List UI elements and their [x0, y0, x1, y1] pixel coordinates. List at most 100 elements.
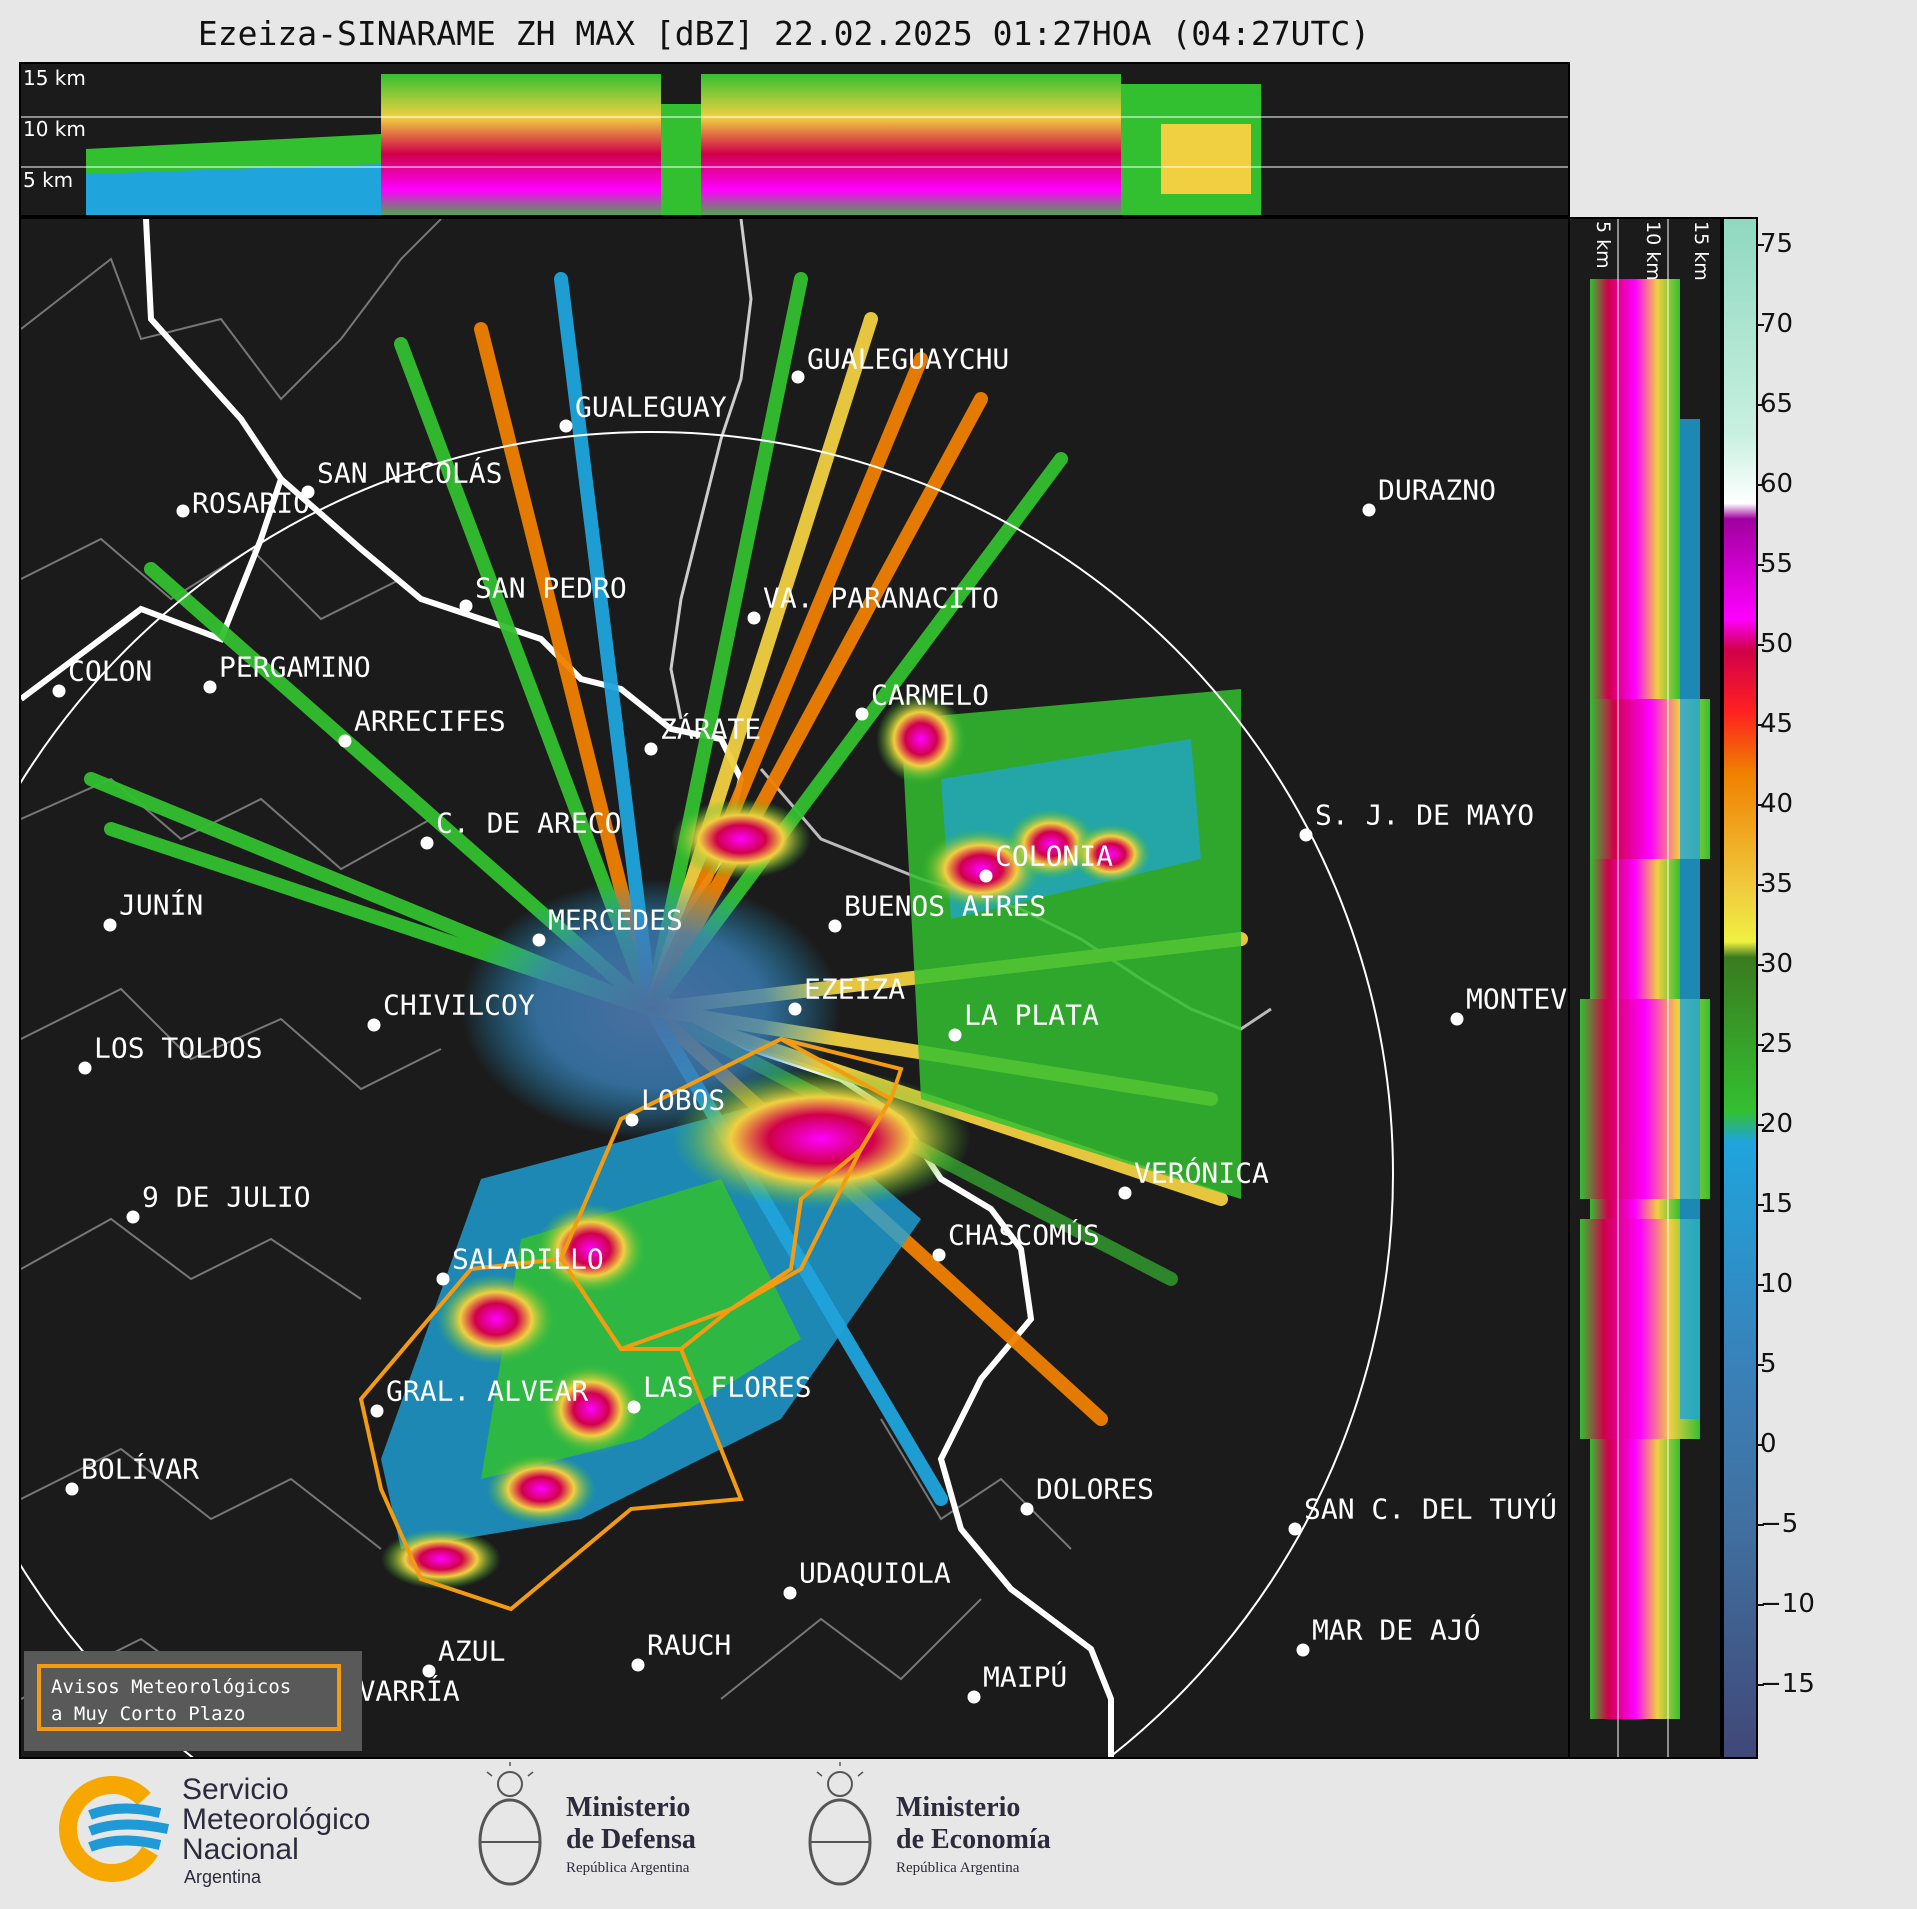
city-label-dolores: DOLORES — [1036, 1472, 1155, 1506]
colorbar-tick: 50 — [1755, 629, 1794, 659]
colorbar-tick: 20 — [1755, 1109, 1794, 1139]
smn-line4: Argentina — [184, 1867, 262, 1887]
city-dot — [1450, 1012, 1464, 1026]
colorbar-tick: 45 — [1755, 709, 1794, 739]
city-label-c-de-areco: C. DE ARECO — [436, 806, 622, 840]
city-dot — [625, 1113, 639, 1127]
side-height-label-15km: 15 km — [1690, 221, 1712, 281]
city-label-veronica: VERÓNICA — [1134, 1156, 1269, 1190]
city-label-lobos: LOBOS — [641, 1083, 726, 1117]
city-dot — [1020, 1502, 1034, 1516]
city-dot — [747, 611, 761, 625]
city-dot — [828, 919, 842, 933]
city-label-maipu: MAIPÚ — [983, 1660, 1068, 1694]
city-dot — [791, 370, 805, 384]
colorbar-tick: 40 — [1755, 789, 1794, 819]
side-height-label-5km: 5 km — [1592, 221, 1614, 269]
colorbar-tick: 60 — [1755, 469, 1794, 499]
city-label-rauch: RAUCH — [647, 1628, 732, 1662]
city-label-carmelo: CARMELO — [871, 678, 990, 712]
ground-clutter — [461, 879, 841, 1139]
economia-logo: Ministerio de Economía República Argenti… — [800, 1762, 1100, 1897]
city-label-ezeiza: EZEIZA — [804, 972, 906, 1006]
colorbar-tick: 15 — [1755, 1189, 1794, 1219]
height-label-5km: 5 km — [23, 168, 74, 192]
colorbar-tick: −15 — [1756, 1669, 1815, 1699]
colorbar-tick: 55 — [1755, 549, 1794, 579]
city-label-mar-de-ajo: MAR DE AJÓ — [1312, 1613, 1481, 1647]
city-dot — [459, 599, 473, 613]
city-dot — [948, 1028, 962, 1042]
warning-legend-frame: Avisos Meteorológicos a Muy Corto Plazo — [37, 1664, 341, 1731]
city-dot — [338, 734, 352, 748]
city-dot — [932, 1248, 946, 1262]
economia-line2: de Economía — [896, 1824, 1051, 1855]
city-label-gualeguay: GUALEGUAY — [575, 390, 727, 424]
city-label-san-pedro: SAN PEDRO — [475, 571, 627, 605]
city-label-zarate: ZÁRATE — [660, 712, 762, 746]
colorbar-tick: −10 — [1756, 1589, 1815, 1619]
city-label-junin: JUNÍN — [119, 888, 204, 922]
side-cross-section: 5 km 10 km 15 km — [1568, 217, 1722, 1759]
city-dot — [644, 742, 658, 756]
city-label-las-flores: LAS FLORES — [643, 1370, 812, 1404]
city-label-gualeguaychu: GUALEGUAYCHU — [807, 342, 1010, 376]
city-label-pergamino: PERGAMINO — [219, 650, 371, 684]
city-dot — [367, 1018, 381, 1032]
city-label-chivilcoy: CHIVILCOY — [383, 988, 535, 1022]
city-label-colon: COLON — [68, 654, 153, 688]
warning-legend: Avisos Meteorológicos a Muy Corto Plazo — [24, 1651, 362, 1751]
city-dot — [436, 1272, 450, 1286]
side-cross-section-echo — [1580, 219, 1710, 1757]
smn-line2: Meteorológico — [182, 1803, 371, 1836]
city-label-montev: MONTEV — [1466, 982, 1568, 1016]
city-label-chascomus: CHASCOMÚS — [948, 1218, 1100, 1252]
city-dot — [855, 707, 869, 721]
city-dot — [783, 1586, 797, 1600]
city-dot — [1299, 828, 1313, 842]
colorbar-tick: 0 — [1756, 1429, 1777, 1459]
colorbar-tick: 30 — [1755, 949, 1794, 979]
city-label-rosario: ROSARIO — [192, 486, 311, 520]
city-dot — [301, 485, 315, 499]
height-label-10km: 10 km — [23, 117, 86, 141]
city-label-udaquiola: UDAQUIOLA — [799, 1556, 951, 1590]
city-label-los-toldos: LOS TOLDOS — [94, 1031, 263, 1065]
city-dot — [176, 504, 190, 518]
economia-line3: República Argentina — [896, 1860, 1020, 1876]
city-label-la-plata: LA PLATA — [964, 998, 1099, 1032]
city-dot — [1296, 1643, 1310, 1657]
defensa-logo: Ministerio de Defensa República Argentin… — [470, 1762, 750, 1897]
top-cross-section: 15 km 10 km 5 km — [19, 62, 1570, 217]
city-dot — [532, 933, 546, 947]
smn-logo-icon — [58, 1776, 170, 1882]
colorbar-tick: −5 — [1755, 1509, 1799, 1539]
city-dot — [370, 1404, 384, 1418]
city-dot — [1362, 503, 1376, 517]
city-label-saladillo: SALADILLO — [452, 1242, 604, 1276]
city-dot — [967, 1690, 981, 1704]
radar-map-canvas — [21, 219, 1394, 1757]
warning-legend-line2: a Muy Corto Plazo — [51, 1703, 246, 1725]
city-label-san-nicolas: SAN NICOLÁS — [317, 456, 503, 490]
colorbar — [1722, 217, 1758, 1759]
city-label-s-j-de-mayo: S. J. DE MAYO — [1315, 798, 1535, 832]
city-dot — [52, 684, 66, 698]
city-dot — [65, 1482, 79, 1496]
city-dot — [203, 680, 217, 694]
defensa-line2: de Defensa — [566, 1824, 696, 1855]
economia-line1: Ministerio — [896, 1792, 1021, 1823]
city-label-azul: AZUL — [438, 1634, 506, 1668]
city-label-gral-alvear: GRAL. ALVEAR — [386, 1374, 589, 1408]
range-ring — [21, 431, 1394, 1757]
city-label-arrecifes: ARRECIFES — [354, 704, 506, 738]
top-cross-section-echo — [21, 74, 1568, 215]
smn-logo: Servicio Meteorológico Nacional Argentin… — [50, 1775, 410, 1887]
city-dot — [103, 918, 117, 932]
city-dot — [979, 869, 993, 883]
city-label-durazno: DURAZNO — [1378, 473, 1497, 507]
city-dot — [1118, 1186, 1132, 1200]
colorbar-gradient — [1724, 219, 1756, 1757]
defensa-line1: Ministerio — [566, 1792, 691, 1823]
city-dot — [78, 1061, 92, 1075]
